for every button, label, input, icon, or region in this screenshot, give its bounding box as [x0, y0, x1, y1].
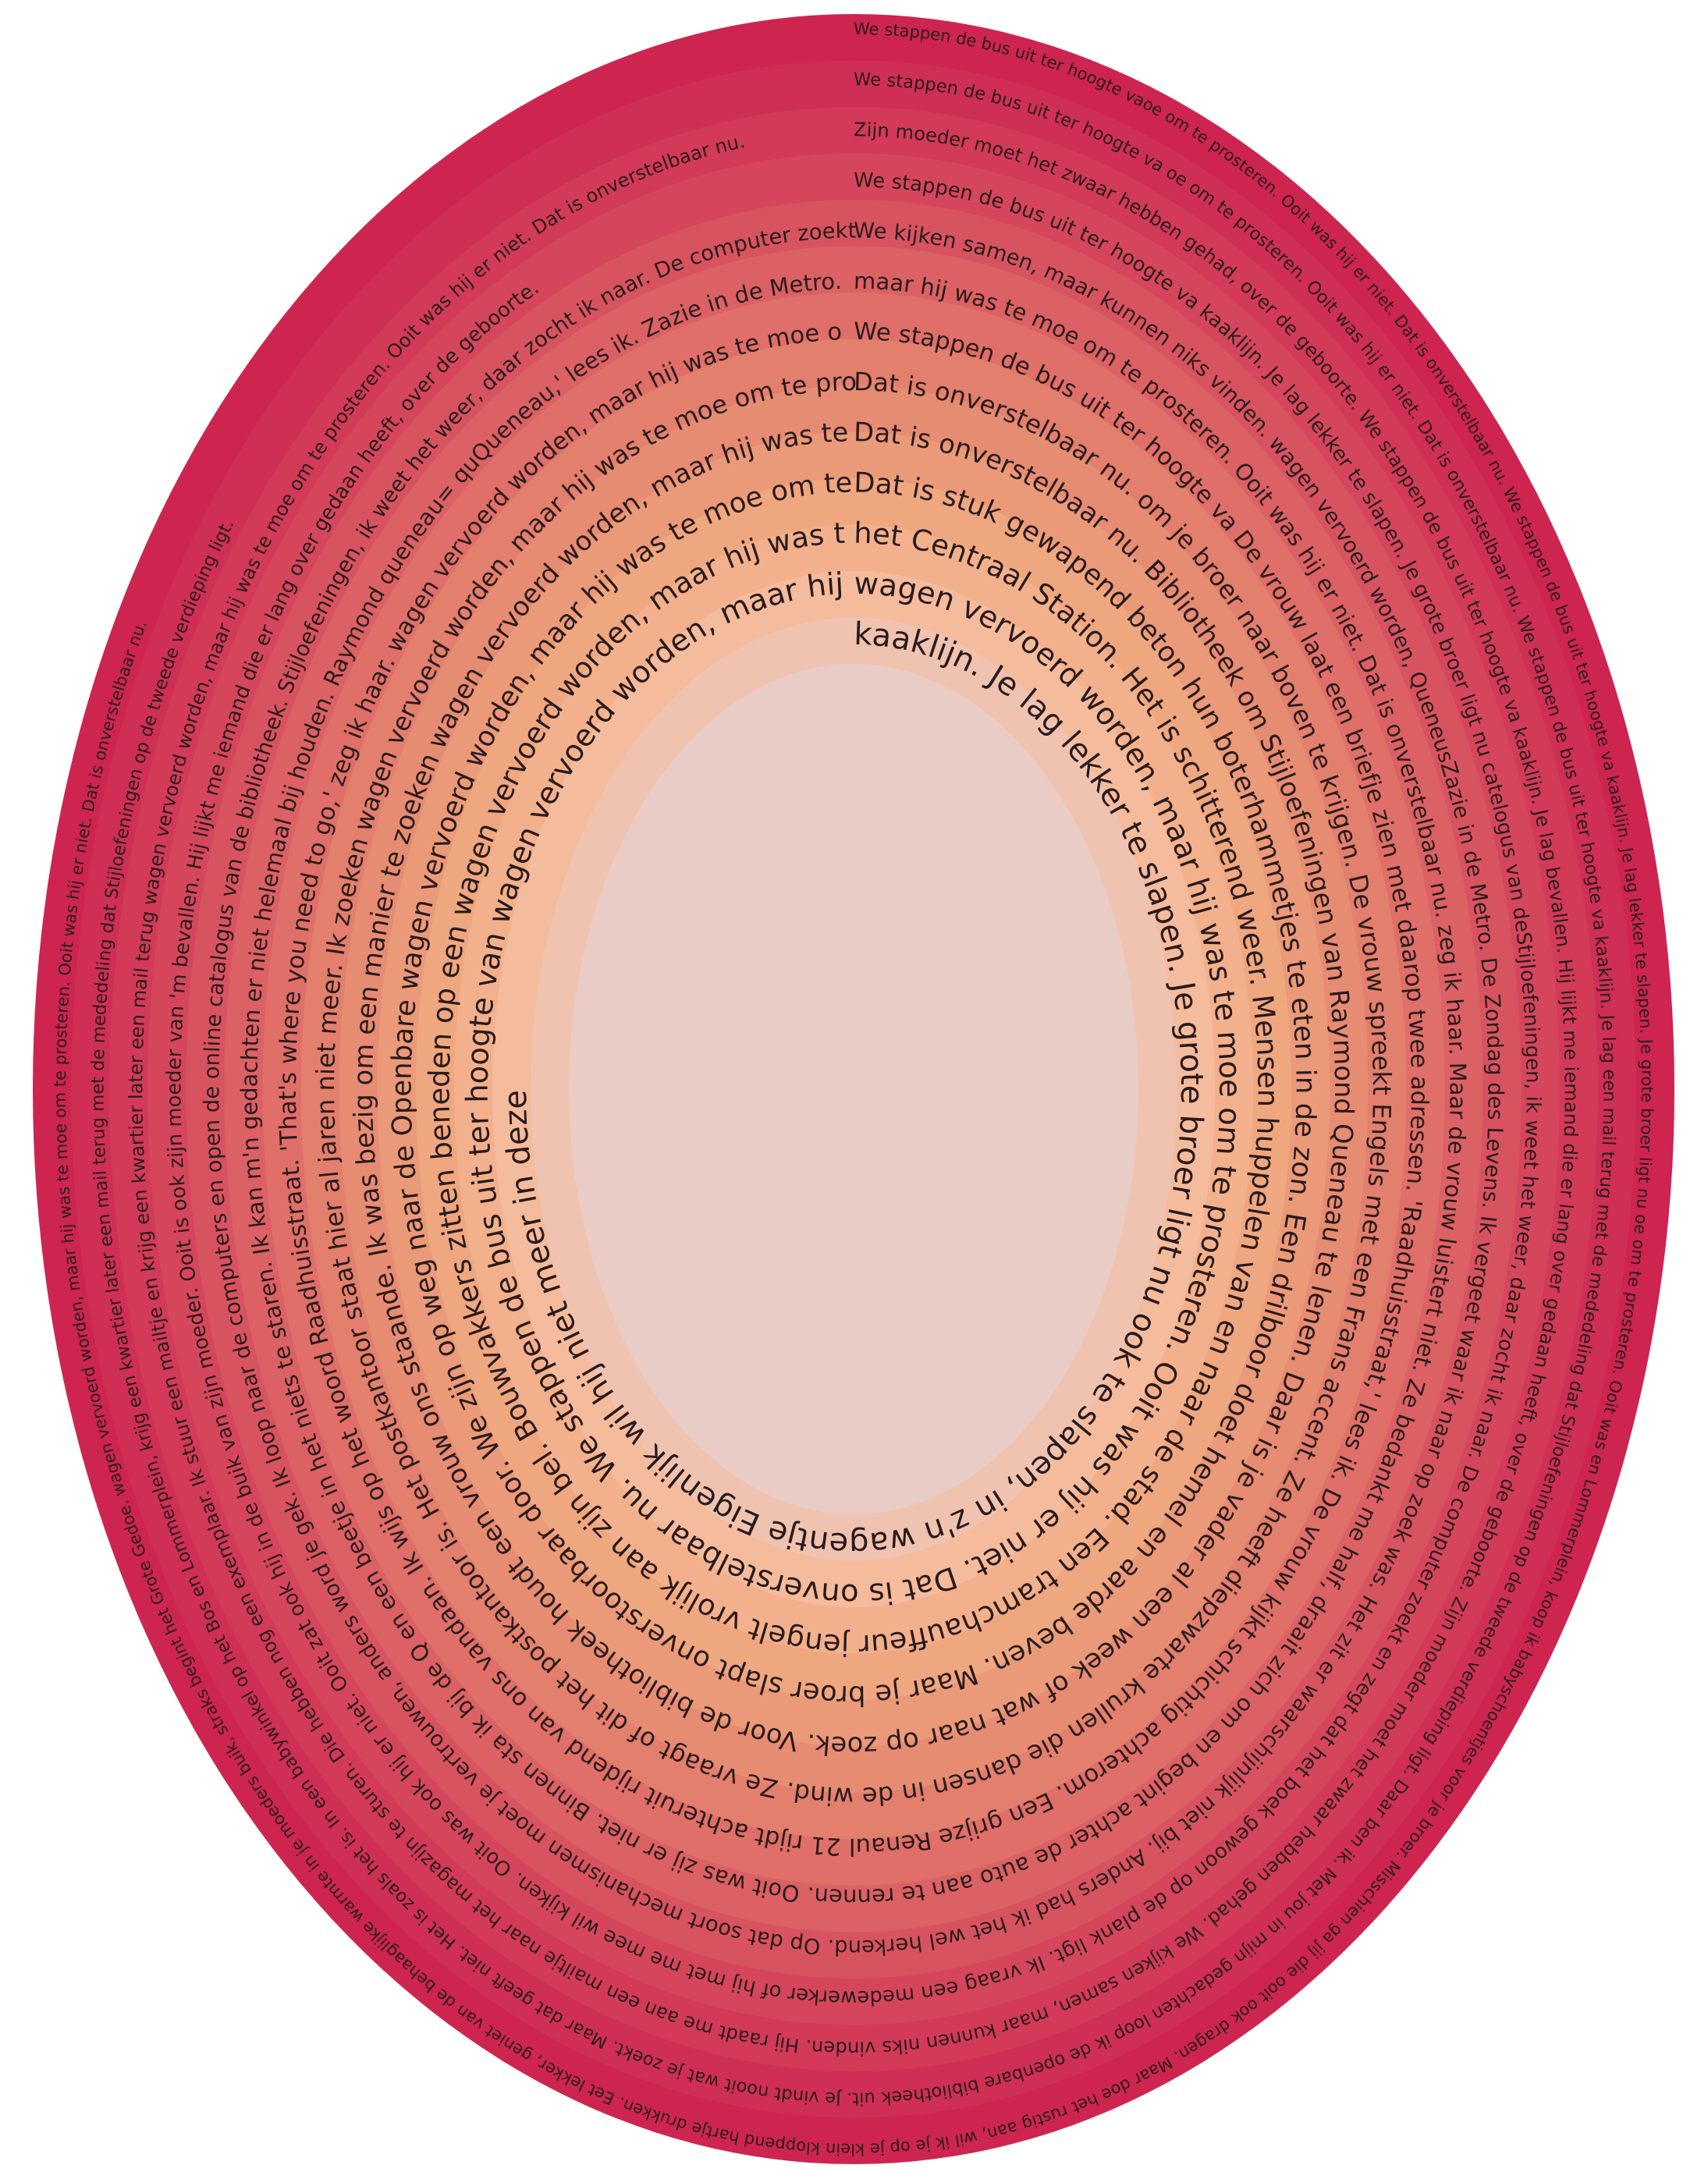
ring-fill-15 — [569, 664, 1138, 1514]
concentric-ring-fills — [33, 14, 1674, 2164]
